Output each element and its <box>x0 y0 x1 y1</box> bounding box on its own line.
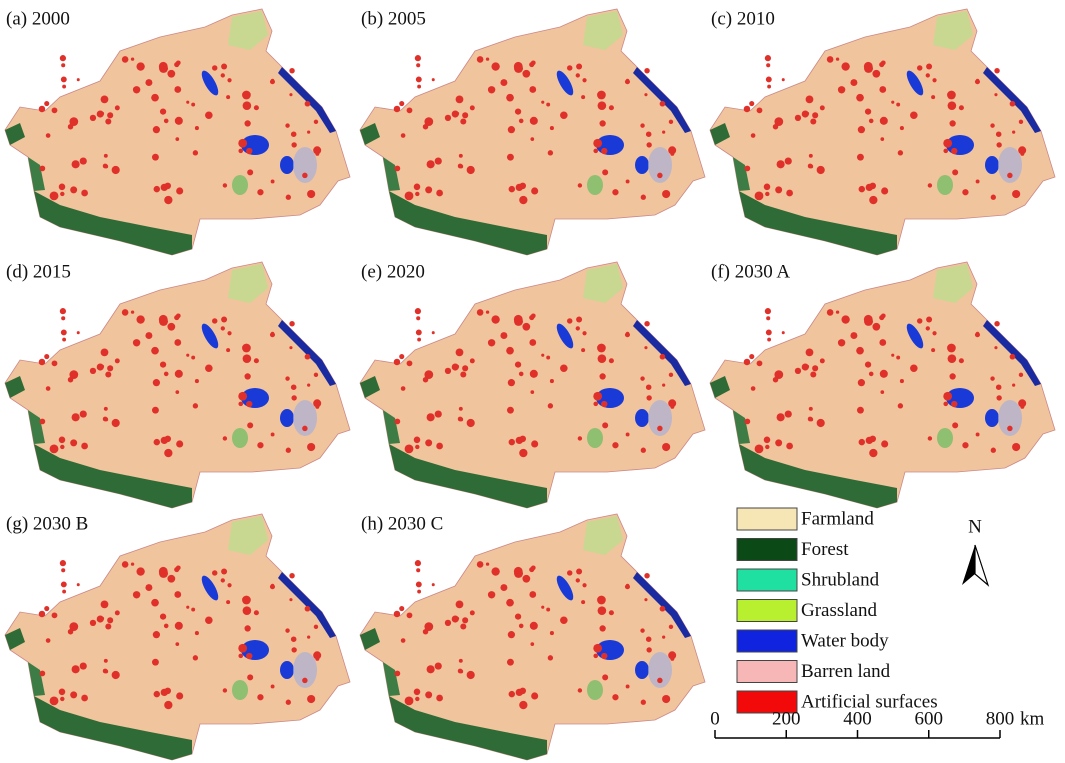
legend-swatch <box>736 599 798 622</box>
map-panel: (c) 2010 <box>709 8 1056 256</box>
land-cover-map <box>709 8 1056 256</box>
map-panel: (g) 2030 B <box>4 513 351 761</box>
land-cover-map <box>4 261 351 509</box>
map-panel: (b) 2005 <box>359 8 706 256</box>
legend-label: Grassland <box>801 600 877 621</box>
scale-tick-label: 600 <box>915 708 944 729</box>
map-panel: (e) 2020 <box>359 261 706 509</box>
north-arrow: N <box>962 516 990 587</box>
panel-label: (f) 2030 A <box>711 261 790 282</box>
scale-tick-label: 400 <box>843 708 872 729</box>
land-cover-map <box>4 8 351 256</box>
legend-label: Forest <box>801 539 849 560</box>
legend-swatch <box>736 629 798 653</box>
map-panel: (d) 2015 <box>4 261 351 509</box>
map-panel: (f) 2030 A <box>709 261 1056 509</box>
map-panel: (a) 2000 <box>4 8 351 256</box>
scale-tick-label: 200 <box>772 708 801 729</box>
land-cover-map <box>359 261 706 509</box>
panel-label: (d) 2015 <box>6 261 71 282</box>
scale-tick-label: 800 <box>986 708 1015 729</box>
legend-label: Shrubland <box>801 569 880 590</box>
land-cover-map <box>359 513 706 761</box>
land-cover-map <box>709 261 1056 509</box>
legend-label: Water body <box>801 630 889 651</box>
panel-label: (b) 2005 <box>361 8 426 29</box>
legend-swatch <box>736 538 798 561</box>
land-cover-map <box>4 513 351 761</box>
legend-label: Farmland <box>801 508 874 529</box>
panel-label: (c) 2010 <box>711 8 775 29</box>
panel-label: (h) 2030 C <box>361 513 443 534</box>
legend-swatch <box>736 568 798 592</box>
map-panel: (h) 2030 C <box>359 513 706 761</box>
scale-tick-label: 0 <box>710 708 720 729</box>
land-cover-map <box>359 8 706 256</box>
legend-label: Artificial surfaces <box>801 691 938 712</box>
panel-label: (e) 2020 <box>361 261 425 282</box>
legend-swatch <box>736 507 798 531</box>
legend: Farmland Forest Shrubland Grassland Water bo… <box>736 507 938 714</box>
legend-swatch <box>736 660 798 683</box>
north-label: N <box>968 516 982 537</box>
legend-label: Barren land <box>801 661 891 682</box>
panel-label: (g) 2030 B <box>6 513 88 534</box>
scale-bar: 0 200 400 600 800 km <box>710 708 1045 739</box>
legend-swatch <box>736 690 798 714</box>
panel-label: (a) 2000 <box>6 8 70 29</box>
map-panels: (a) 2000 (b) 2005 (c) 2010 (d) 2015 (e) 2020… <box>4 8 1056 761</box>
scale-unit: km <box>1020 708 1045 729</box>
